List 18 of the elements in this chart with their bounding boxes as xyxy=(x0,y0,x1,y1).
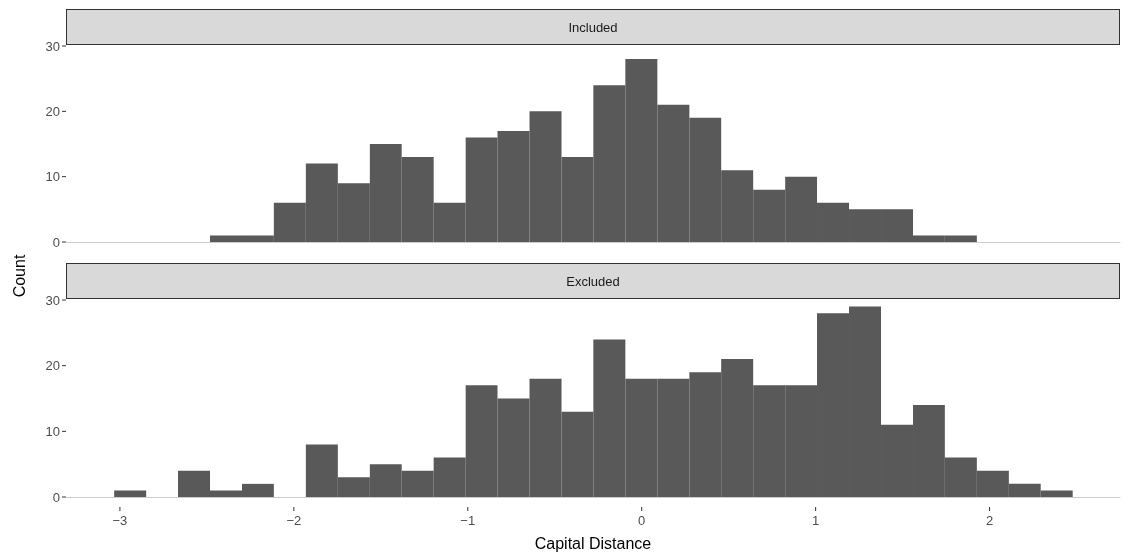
x-axis-title: Capital Distance xyxy=(534,534,652,552)
x-tick-label: −2 xyxy=(286,513,302,528)
y-tick-label: 30 xyxy=(45,38,60,54)
panel-header: Included xyxy=(66,9,1120,45)
y-tick-label: 10 xyxy=(45,423,60,439)
y-axis-title: Count xyxy=(11,254,29,298)
x-tick-label: 1 xyxy=(812,513,820,528)
panel-header: Excluded xyxy=(66,263,1120,299)
y-tick-label: 0 xyxy=(52,234,60,250)
y-tick-label: 0 xyxy=(52,489,60,505)
x-tick-label: −1 xyxy=(460,513,476,528)
y-tick-label: 20 xyxy=(45,358,60,374)
x-tick-label: −3 xyxy=(112,513,128,528)
y-tick-label: 10 xyxy=(45,169,60,185)
y-tick-label: 30 xyxy=(45,292,60,308)
y-tick-label: 20 xyxy=(45,103,60,119)
x-tick-label: 0 xyxy=(638,513,646,528)
x-tick-label: 2 xyxy=(985,513,994,528)
